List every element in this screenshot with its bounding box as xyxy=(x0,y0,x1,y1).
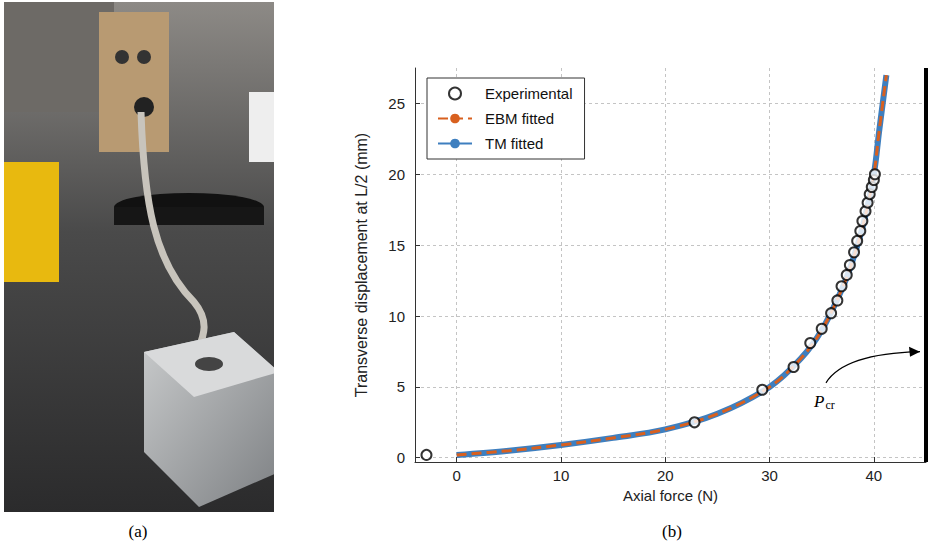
svg-text:25: 25 xyxy=(388,95,405,112)
svg-text:20: 20 xyxy=(657,467,674,484)
svg-text:TM fitted: TM fitted xyxy=(485,135,543,152)
svg-text:0: 0 xyxy=(397,449,405,466)
svg-text:40: 40 xyxy=(866,467,883,484)
html-text:(b): (b) xyxy=(662,522,682,541)
svg-text:15: 15 xyxy=(388,237,405,254)
svg-text:10: 10 xyxy=(388,308,405,325)
svg-text:Experimental: Experimental xyxy=(485,85,573,102)
svg-text:P: P xyxy=(813,392,824,411)
svg-text:30: 30 xyxy=(761,467,778,484)
svg-text:0: 0 xyxy=(453,467,461,484)
svg-text:20: 20 xyxy=(388,166,405,183)
svg-text:10: 10 xyxy=(553,467,570,484)
html-text:(a): (a) xyxy=(128,522,148,541)
svg-text:EBM fitted: EBM fitted xyxy=(485,110,554,127)
svg-text:5: 5 xyxy=(397,378,405,395)
svg-text:cr: cr xyxy=(825,398,834,412)
svg-text:Axial force (N): Axial force (N) xyxy=(623,487,718,504)
svg-text:Transverse displacement at L/2: Transverse displacement at L/2 (mm) xyxy=(353,133,370,397)
